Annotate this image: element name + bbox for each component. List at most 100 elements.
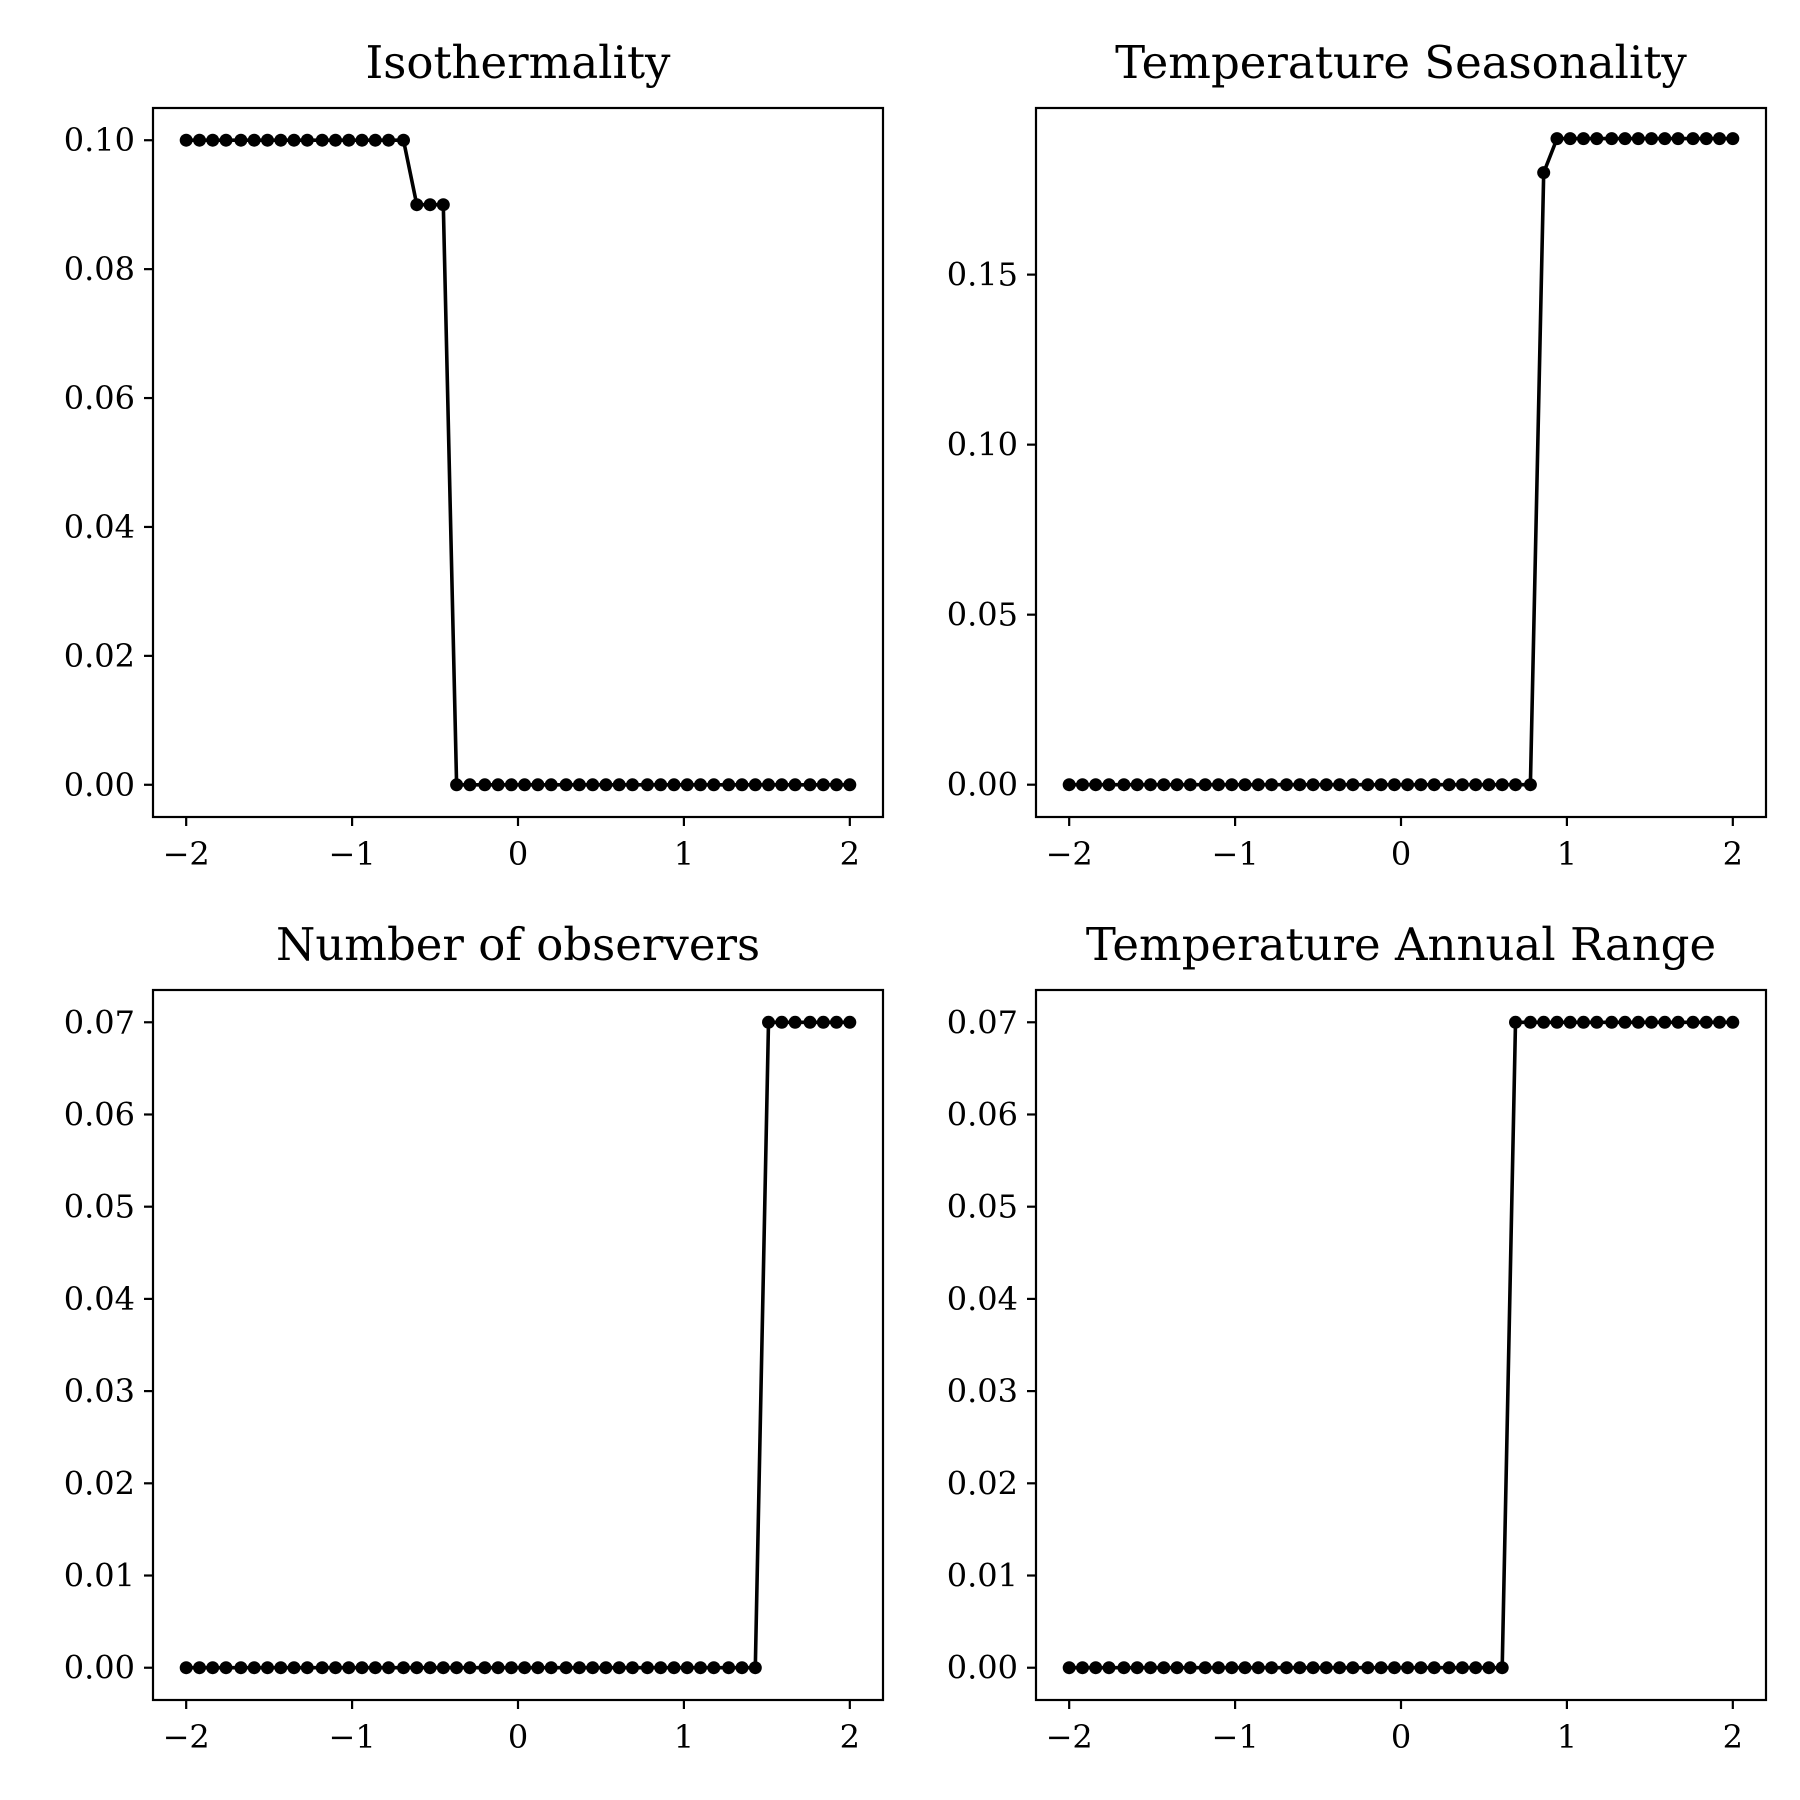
data-point xyxy=(1401,1661,1415,1675)
data-point xyxy=(368,1661,382,1675)
data-point xyxy=(247,133,261,147)
data-point xyxy=(193,133,206,147)
y-tick-label: 0.06 xyxy=(64,1095,135,1133)
x-tick-label: −2 xyxy=(1046,1718,1093,1756)
data-point xyxy=(654,1661,668,1675)
data-point xyxy=(1605,132,1619,146)
data-point xyxy=(1469,1661,1483,1675)
data-point xyxy=(1346,1661,1360,1675)
data-point xyxy=(397,133,410,147)
data-point xyxy=(599,1661,613,1675)
y-tick-label: 0.03 xyxy=(64,1372,135,1410)
data-point xyxy=(1509,1015,1522,1029)
data-point xyxy=(1671,132,1685,146)
series-line xyxy=(186,138,850,787)
data-point xyxy=(1563,132,1577,146)
data-point xyxy=(1631,1015,1645,1029)
y-tick-label: 0.08 xyxy=(64,250,135,288)
y-tick-label: 0.10 xyxy=(947,426,1018,464)
chart-panel-4: Temperature Annual Range −2 −1 0 1 2 0.00 0.01 0… xyxy=(947,918,1768,1756)
data-point xyxy=(518,778,532,792)
y-tick-label: 0.05 xyxy=(947,596,1018,634)
axes-frame xyxy=(151,106,885,819)
data-point xyxy=(803,778,817,792)
x-tick-label: 1 xyxy=(1557,835,1577,873)
data-point xyxy=(830,778,843,792)
data-point xyxy=(667,778,681,792)
x-tick-label: −2 xyxy=(163,1718,210,1756)
y-tick-label: 0.06 xyxy=(64,379,135,417)
data-point xyxy=(1346,778,1360,792)
data-point xyxy=(788,1015,802,1029)
data-point xyxy=(1699,132,1713,146)
data-point xyxy=(775,778,789,792)
data-point xyxy=(1590,132,1604,146)
x-tick-label: −1 xyxy=(1212,835,1259,873)
data-point xyxy=(1265,778,1279,792)
data-point xyxy=(342,1661,356,1675)
data-point xyxy=(626,1661,639,1675)
data-point xyxy=(1280,778,1293,792)
data-point xyxy=(1414,1661,1428,1675)
x-tick-label: 2 xyxy=(840,835,860,873)
data-point xyxy=(1577,1015,1590,1029)
data-point xyxy=(274,133,288,147)
data-point xyxy=(1713,1015,1726,1029)
data-point xyxy=(1225,778,1239,792)
data-point xyxy=(1699,1015,1713,1029)
x-tick-label: 1 xyxy=(674,1718,694,1756)
data-point xyxy=(735,1661,749,1675)
data-point xyxy=(410,1661,424,1675)
data-point xyxy=(1183,1661,1197,1675)
data-point xyxy=(599,778,613,792)
data-point xyxy=(1387,778,1401,792)
data-point xyxy=(423,1661,437,1675)
data-point xyxy=(1427,778,1441,792)
data-point xyxy=(559,1661,573,1675)
data-point xyxy=(287,1661,301,1675)
data-point xyxy=(1076,778,1089,792)
data-point xyxy=(261,1661,274,1675)
y-tick-label: 0.05 xyxy=(947,1188,1018,1226)
x-tick-label: 2 xyxy=(1723,1718,1743,1756)
y-tick-label: 0.00 xyxy=(947,766,1018,804)
data-point xyxy=(1537,166,1551,180)
data-point xyxy=(1550,132,1564,146)
chart-panel-2: Temperature Seasonality −2 −1 0 1 2 0.00 0.05 0.… xyxy=(947,36,1768,873)
data-point xyxy=(1238,1661,1252,1675)
data-point xyxy=(478,778,492,792)
data-point xyxy=(1333,778,1347,792)
data-point xyxy=(1062,778,1076,792)
data-point xyxy=(1523,1015,1537,1029)
data-point xyxy=(1102,778,1116,792)
data-point xyxy=(612,1661,626,1675)
axes-frame xyxy=(1034,106,1768,819)
data-point xyxy=(572,778,586,792)
data-point xyxy=(1469,778,1483,792)
data-point xyxy=(816,778,830,792)
data-point xyxy=(843,778,857,792)
data-point xyxy=(463,778,477,792)
data-point xyxy=(1577,132,1590,146)
axes-frame xyxy=(1034,988,1768,1702)
data-point xyxy=(1495,1661,1509,1675)
data-point xyxy=(1455,778,1469,792)
y-tick-label: 0.05 xyxy=(64,1188,135,1226)
data-point xyxy=(640,1661,654,1675)
data-point xyxy=(410,198,424,212)
data-point xyxy=(315,1661,329,1675)
y-tick-label: 0.00 xyxy=(947,1649,1018,1687)
data-point xyxy=(1319,1661,1333,1675)
data-point xyxy=(234,133,248,147)
data-point xyxy=(300,133,314,147)
data-point xyxy=(382,133,396,147)
data-point xyxy=(544,1661,558,1675)
data-point xyxy=(680,1661,694,1675)
data-point xyxy=(735,778,749,792)
data-point xyxy=(315,133,329,147)
data-point xyxy=(1251,778,1265,792)
data-point xyxy=(1306,778,1320,792)
y-tick-label: 0.01 xyxy=(64,1557,135,1595)
data-point xyxy=(342,133,356,147)
data-point xyxy=(694,778,707,792)
